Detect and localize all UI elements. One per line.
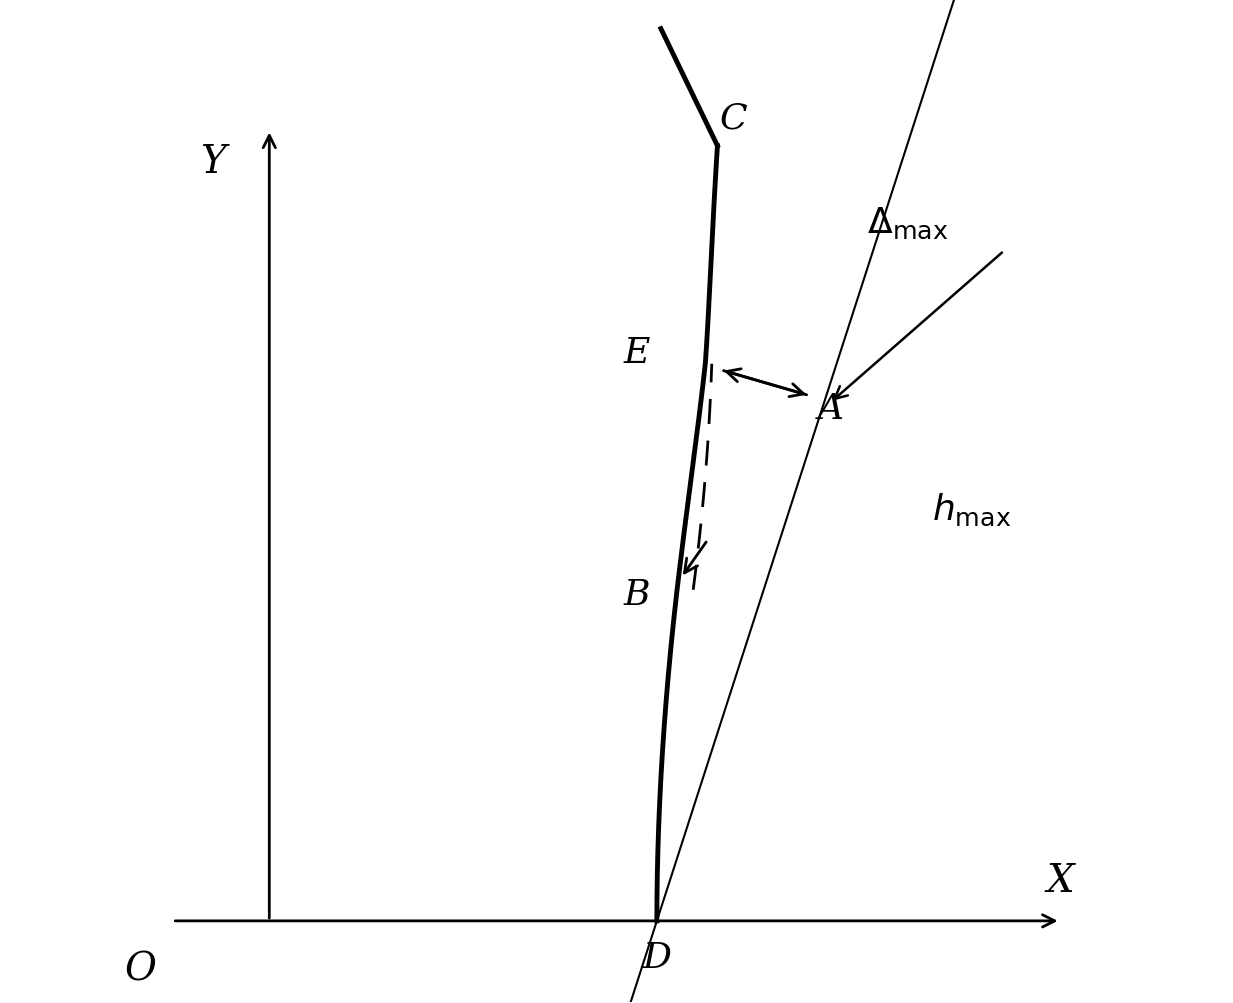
Text: A: A — [817, 392, 843, 425]
Text: Y: Y — [200, 144, 226, 182]
Text: E: E — [624, 335, 650, 369]
Text: $\Delta_{\mathrm{max}}$: $\Delta_{\mathrm{max}}$ — [867, 206, 948, 241]
Text: $h_{\mathrm{max}}$: $h_{\mathrm{max}}$ — [932, 491, 1011, 528]
Text: B: B — [624, 578, 650, 611]
Text: C: C — [720, 101, 747, 135]
Text: D: D — [642, 940, 672, 974]
Text: O: O — [125, 951, 157, 988]
Text: X: X — [1047, 863, 1074, 899]
